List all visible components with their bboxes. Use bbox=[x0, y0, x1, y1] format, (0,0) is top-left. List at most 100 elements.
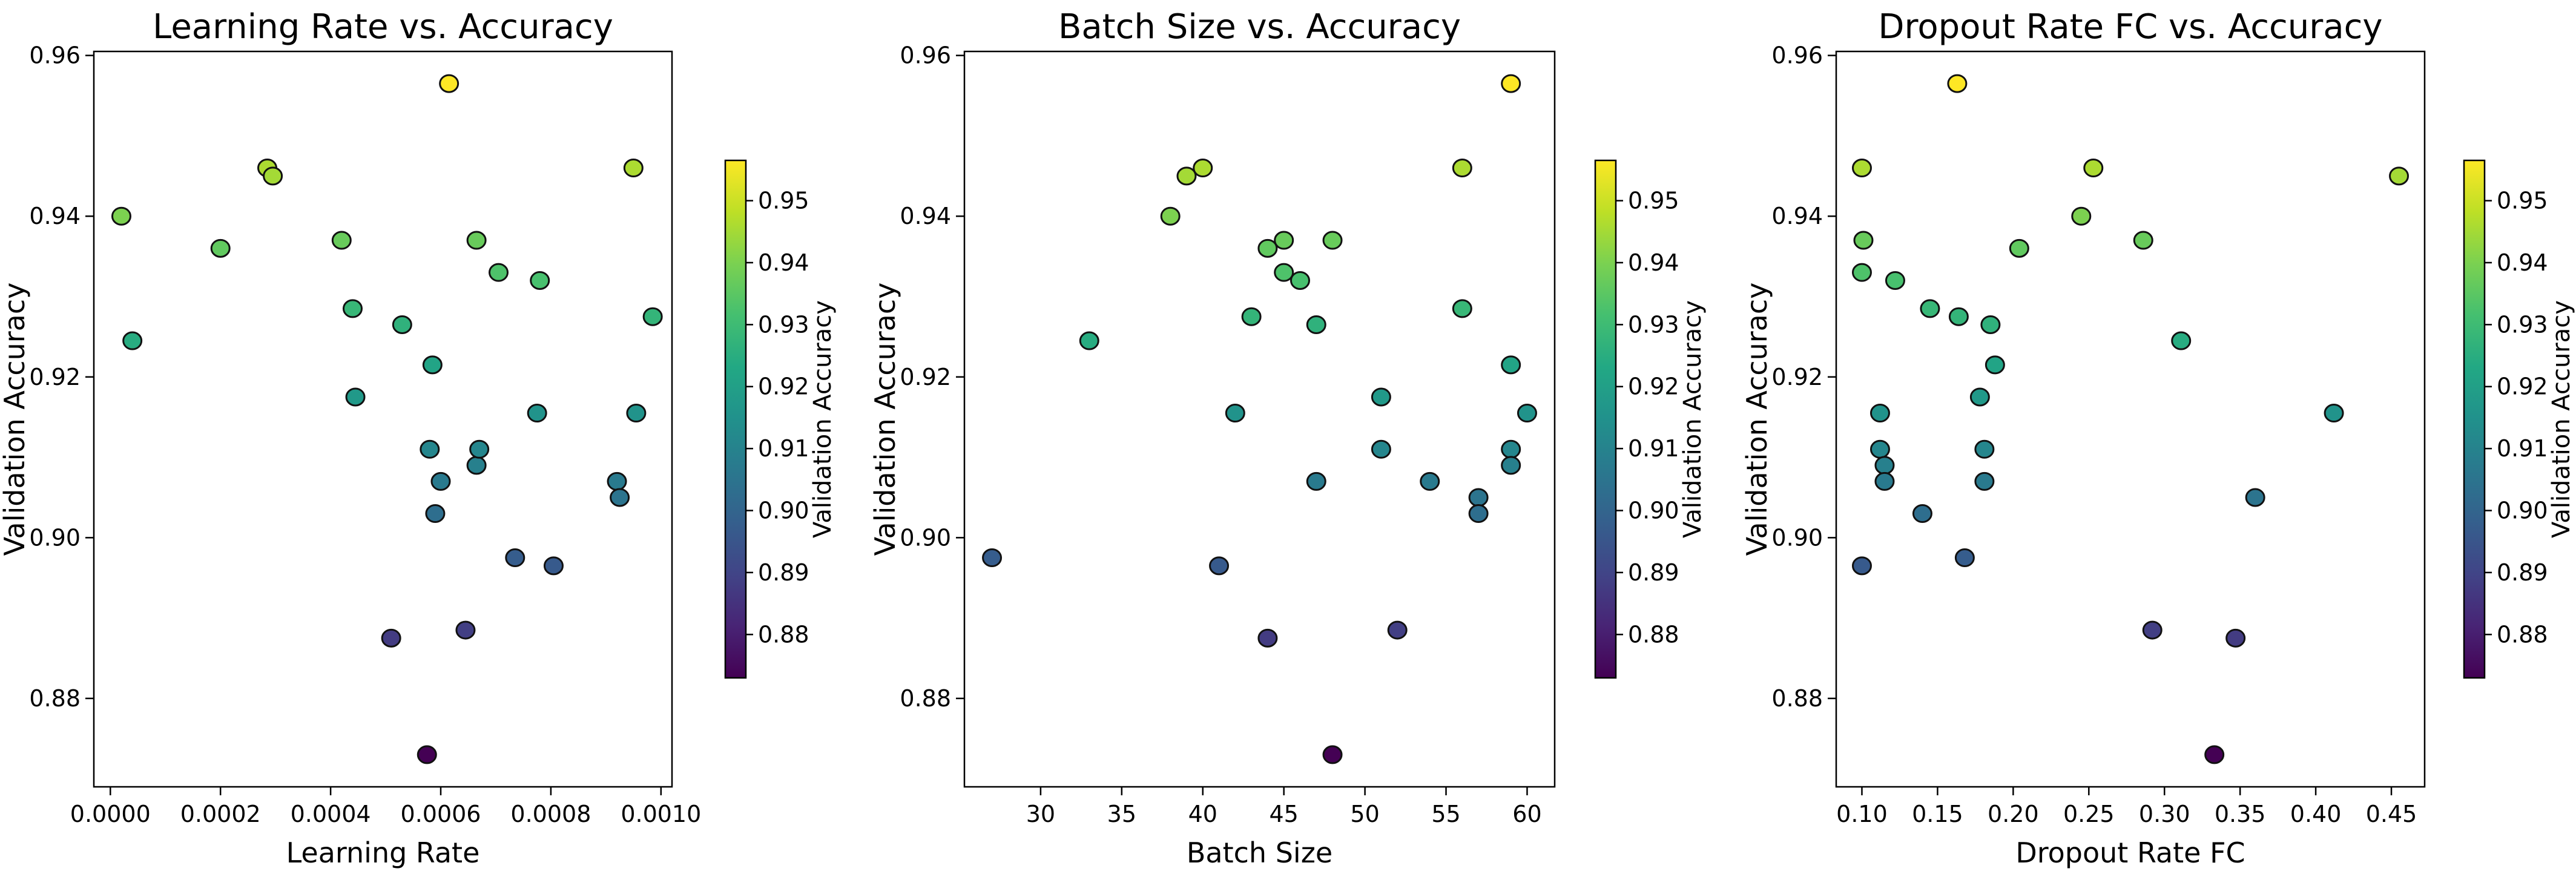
data-point bbox=[439, 74, 460, 93]
data-point bbox=[1322, 745, 1343, 764]
data-point bbox=[1306, 471, 1326, 491]
data-point bbox=[2142, 620, 2163, 640]
data-point bbox=[1468, 488, 1489, 507]
x-axis-label: Batch Size bbox=[1187, 836, 1332, 869]
colorbar-gradient bbox=[724, 159, 747, 679]
data-point bbox=[122, 331, 143, 350]
data-point bbox=[331, 231, 352, 250]
data-point bbox=[1160, 206, 1181, 226]
data-point bbox=[1985, 355, 2005, 375]
data-point bbox=[466, 231, 487, 250]
data-point bbox=[642, 307, 663, 326]
colorbar-tick-label: 0.93 bbox=[758, 311, 809, 338]
data-point bbox=[530, 271, 550, 290]
colorbar-tick-label: 0.90 bbox=[1628, 498, 1679, 524]
x-tick-label: 55 bbox=[1431, 801, 1460, 827]
y-tick-label: 0.92 bbox=[900, 364, 951, 390]
data-point bbox=[1452, 299, 1472, 318]
colorbar-tick-label: 0.94 bbox=[2497, 249, 2548, 276]
data-point bbox=[455, 620, 476, 640]
x-tick-label: 0.40 bbox=[2290, 801, 2342, 827]
data-point bbox=[210, 238, 231, 258]
x-tick-label: 0.35 bbox=[2215, 801, 2266, 827]
y-tick-label: 0.92 bbox=[29, 364, 81, 390]
data-point bbox=[381, 628, 401, 648]
data-point bbox=[1225, 404, 1245, 423]
data-point bbox=[1869, 439, 1890, 459]
colorbar-tick-label: 0.92 bbox=[1628, 373, 1679, 400]
colorbar-gradient bbox=[2463, 159, 2486, 679]
y-tick-label: 0.88 bbox=[29, 685, 81, 712]
colorbar-tick-label: 0.88 bbox=[2497, 621, 2548, 648]
colorbar-tick-label: 0.92 bbox=[2497, 373, 2548, 400]
data-point bbox=[345, 387, 366, 407]
colorbar-tick-label: 0.95 bbox=[758, 188, 809, 214]
data-point bbox=[1274, 263, 1294, 282]
x-tick-label: 0.0008 bbox=[510, 801, 591, 827]
data-point bbox=[2083, 159, 2104, 178]
data-point bbox=[1851, 556, 1872, 576]
data-point bbox=[489, 263, 509, 282]
colorbar-tick-label: 0.90 bbox=[758, 498, 809, 524]
data-point bbox=[1969, 387, 1990, 407]
subplot-1: Learning Rate vs. Accuracy 0.0000 0.0002 0.… bbox=[0, 7, 837, 869]
colorbar-tick-label: 0.93 bbox=[1628, 311, 1679, 338]
data-point bbox=[1501, 456, 1521, 475]
y-tick-label: 0.92 bbox=[1771, 364, 1823, 390]
data-point bbox=[422, 355, 443, 375]
y-tick-label: 0.94 bbox=[1771, 203, 1823, 229]
data-point bbox=[543, 556, 564, 576]
y-tick-label: 0.94 bbox=[900, 203, 951, 229]
x-tick-label: 40 bbox=[1188, 801, 1217, 827]
data-point bbox=[469, 439, 490, 459]
data-point bbox=[1176, 166, 1197, 186]
data-point bbox=[505, 548, 525, 568]
data-point bbox=[1468, 504, 1489, 524]
data-point bbox=[1912, 504, 1932, 524]
y-axis-label: Validation Accuracy bbox=[869, 283, 901, 556]
data-point bbox=[1980, 315, 2001, 334]
data-point bbox=[1371, 387, 1391, 407]
data-point bbox=[1193, 159, 1213, 178]
data-point bbox=[1874, 471, 1895, 491]
colorbar-tick-label: 0.88 bbox=[1628, 621, 1679, 648]
y-tick-label: 0.90 bbox=[900, 524, 951, 551]
colorbar-tick-label: 0.95 bbox=[1628, 188, 1679, 214]
data-point bbox=[1501, 439, 1521, 459]
data-point bbox=[1322, 231, 1343, 250]
subplot-3: Dropout Rate FC vs. Accuracy 0.10 0.15 0.20… bbox=[1741, 7, 2575, 869]
data-point bbox=[2071, 206, 2092, 226]
y-axis-label: Validation Accuracy bbox=[0, 283, 31, 556]
data-point bbox=[1079, 331, 1099, 350]
data-point bbox=[2009, 238, 2029, 258]
data-point bbox=[1851, 159, 1872, 178]
chart-title: Learning Rate vs. Accuracy bbox=[153, 7, 613, 47]
x-tick-label: 0.0004 bbox=[291, 801, 371, 827]
data-point bbox=[610, 488, 630, 507]
data-point bbox=[623, 159, 644, 178]
axes-frame bbox=[93, 50, 673, 788]
data-point bbox=[2389, 166, 2410, 186]
data-point bbox=[1290, 271, 1310, 290]
colorbar: 0.88 0.89 0.90 0.91 0.92 0.93 0.94 0.95 Validati… bbox=[1594, 159, 1707, 679]
x-tick-label: 50 bbox=[1350, 801, 1379, 827]
data-point bbox=[1954, 548, 1975, 568]
colorbar-tick-label: 0.89 bbox=[1628, 559, 1679, 586]
y-tick-label: 0.94 bbox=[29, 203, 81, 229]
y-tick-label: 0.88 bbox=[900, 685, 951, 712]
data-point bbox=[1387, 620, 1408, 640]
data-point bbox=[1874, 456, 1895, 475]
data-point bbox=[1851, 263, 1872, 282]
x-tick-label: 60 bbox=[1512, 801, 1541, 827]
x-tick-label: 0.30 bbox=[2139, 801, 2190, 827]
colorbar-tick-label: 0.89 bbox=[758, 559, 809, 586]
data-point bbox=[626, 404, 647, 423]
data-point bbox=[342, 299, 363, 318]
data-point bbox=[1241, 307, 1262, 326]
axes-frame bbox=[1835, 50, 2426, 788]
colorbar-tick-label: 0.94 bbox=[758, 249, 809, 276]
data-point bbox=[2171, 331, 2192, 350]
data-point bbox=[2324, 404, 2344, 423]
data-point bbox=[1452, 159, 1472, 178]
